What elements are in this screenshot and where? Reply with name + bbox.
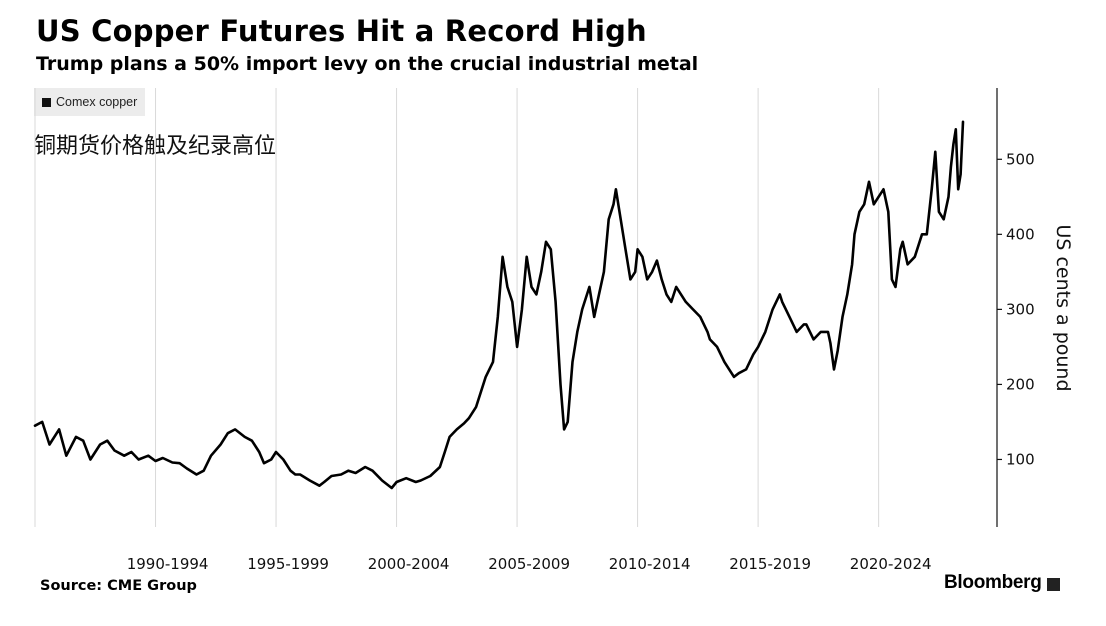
y-tick-label-3: 400 bbox=[1006, 225, 1035, 243]
legend: Comex copper bbox=[34, 88, 146, 116]
bloomberg-logo: Bloomberg bbox=[944, 572, 1060, 594]
logo-text: Bloomberg bbox=[944, 572, 1042, 593]
logo-badge-icon bbox=[1046, 577, 1060, 591]
series-line-0 bbox=[33, 120, 965, 490]
x-tick-label-4: 2010-2014 bbox=[609, 555, 691, 573]
chart-subtitle: Trump plans a 50% import levy on the cru… bbox=[36, 53, 699, 75]
x-tick-label-1: 1995-1999 bbox=[247, 555, 329, 573]
x-tick-label-2: 2000-2004 bbox=[368, 555, 450, 573]
x-tick-label-5: 2015-2019 bbox=[729, 555, 811, 573]
x-tick-label-0: 1990-1994 bbox=[127, 555, 209, 573]
x-tick-label-6: 2020-2024 bbox=[850, 555, 932, 573]
chart-annotation: 铜期货价格触及纪录高位 bbox=[34, 134, 277, 159]
legend-label: Comex copper bbox=[56, 95, 138, 109]
y-tick-label-0: 100 bbox=[1006, 450, 1035, 468]
source-note: Source: CME Group bbox=[40, 578, 197, 594]
chart-title: US Copper Futures Hit a Record High bbox=[36, 14, 647, 48]
x-tick-label-3: 2005-2009 bbox=[488, 555, 570, 573]
y-tick-label-2: 300 bbox=[1006, 300, 1035, 318]
y-axis-title: US cents a pound bbox=[1052, 224, 1074, 391]
y-tick-label-1: 200 bbox=[1006, 375, 1035, 393]
y-tick-label-4: 500 bbox=[1006, 150, 1035, 168]
legend-swatch bbox=[42, 97, 51, 107]
